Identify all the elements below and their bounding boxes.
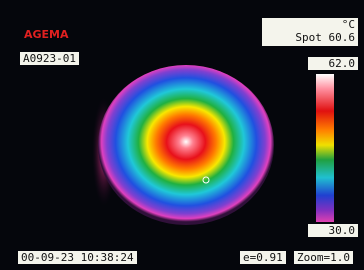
thermal-screen: AGEMA A0923-01 °C Spot 60.6 62.0 30.0 00… [0, 0, 364, 270]
spot-value: 60.6 [329, 31, 356, 44]
image-id: A0923-01 [20, 52, 79, 65]
scale-max: 62.0 [308, 57, 358, 70]
zoom: Zoom=1.0 [294, 251, 353, 264]
emissivity: e=0.91 [240, 251, 286, 264]
unit: °C [265, 18, 355, 31]
hot-spot [98, 65, 274, 225]
color-scale-bar [316, 74, 334, 222]
logo: AGEMA [24, 28, 69, 41]
spot-readout: Spot 60.6 [265, 31, 355, 44]
datetime: 00-09-23 10:38:24 [18, 251, 137, 264]
spot-label: Spot [295, 31, 322, 44]
scale-min: 30.0 [308, 224, 358, 237]
readout-box: °C Spot 60.6 [262, 18, 358, 46]
